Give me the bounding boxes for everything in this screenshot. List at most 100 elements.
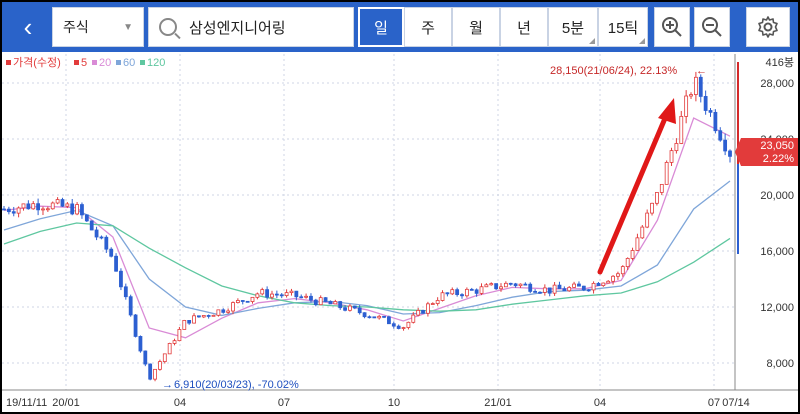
candle-body xyxy=(625,258,630,268)
candle-body xyxy=(630,250,635,259)
market-select[interactable]: 주식 ▼ xyxy=(52,7,144,47)
candle-body xyxy=(274,293,279,296)
legend-swatch-ma20 xyxy=(92,60,97,65)
candle-body xyxy=(211,314,216,317)
candle-body xyxy=(455,289,460,295)
candle-body xyxy=(406,321,411,328)
candle-body xyxy=(377,315,382,319)
x-tick-label: 07/14 xyxy=(722,397,750,409)
candle-body xyxy=(240,300,245,302)
back-button[interactable]: ‹ xyxy=(8,7,48,47)
candle-body xyxy=(50,202,55,210)
stock-name: 삼성엔지니어링 xyxy=(189,19,286,37)
candle-body xyxy=(133,314,138,337)
tab-period-15tick[interactable]: 15틱 xyxy=(598,7,648,47)
plot-area xyxy=(2,54,736,390)
zoom-in-button[interactable] xyxy=(654,7,690,47)
zoom-out-button[interactable] xyxy=(694,7,730,47)
candle-body xyxy=(196,315,201,318)
ma-line-120 xyxy=(3,222,731,312)
candle-body xyxy=(460,294,464,297)
candle-body xyxy=(362,312,367,318)
legend-ma60: 60 xyxy=(123,57,135,69)
tab-period-day[interactable]: 일 xyxy=(358,7,404,47)
candle-body xyxy=(577,283,581,287)
candle-body xyxy=(659,183,664,193)
candle-body xyxy=(119,270,123,288)
candle-body xyxy=(26,203,31,210)
settings-button[interactable] xyxy=(746,7,790,47)
tab-period-month[interactable]: 월 xyxy=(452,7,500,47)
candle-body xyxy=(328,301,333,305)
candle-body xyxy=(674,143,679,152)
candle-body xyxy=(445,292,450,295)
candle-body xyxy=(650,202,654,214)
candle-body xyxy=(41,208,45,211)
candle-body xyxy=(645,212,650,228)
candle-body xyxy=(2,208,6,211)
candle-body xyxy=(167,343,172,355)
candle-body xyxy=(21,203,26,209)
tab-period-5min[interactable]: 5분 xyxy=(548,7,598,47)
candle-body xyxy=(430,303,435,305)
candle-body xyxy=(367,316,372,319)
gear-icon xyxy=(758,16,778,38)
tab-period-15tick-label: 15틱 xyxy=(607,19,639,37)
candle-body xyxy=(250,296,255,302)
chevron-down-icon: ▼ xyxy=(123,21,133,33)
x-tick-label: 07 xyxy=(708,397,720,409)
high-marker-arrow: ← xyxy=(696,65,707,77)
candle-body xyxy=(489,283,494,286)
chevron-left-icon: ‹ xyxy=(23,11,33,42)
x-tick-label: 20/01 xyxy=(52,397,80,409)
candle-body xyxy=(421,310,425,314)
trend-arrow xyxy=(597,98,676,275)
candle-body xyxy=(148,363,153,380)
x-tick-label: 19/11/11 xyxy=(6,397,47,409)
tab-period-week[interactable]: 주 xyxy=(404,7,452,47)
candle-body xyxy=(523,283,528,286)
candle-body xyxy=(591,282,596,291)
legend-ma5: 5 xyxy=(81,57,87,69)
candle-body xyxy=(372,316,377,319)
current-price-tag: 23,050 2.22% xyxy=(735,138,798,166)
candle-body xyxy=(508,282,513,285)
x-tick-label: 10 xyxy=(388,397,400,409)
market-select-label: 주식 xyxy=(63,19,89,35)
stock-search-field[interactable]: 삼성엔지니어링 xyxy=(148,7,354,47)
candle-body xyxy=(109,248,114,257)
candle-body xyxy=(55,199,60,204)
candle-body xyxy=(518,283,523,287)
toolbar: ‹ 주식 ▼ 삼성엔지니어링 일 주 월 년 5분 15틱 xyxy=(2,2,798,52)
dropdown-corner-icon xyxy=(639,38,645,44)
search-icon xyxy=(159,18,177,36)
candle-body xyxy=(391,323,396,327)
candle-body xyxy=(255,293,260,298)
ma-line-60 xyxy=(3,180,731,317)
candle-body xyxy=(352,305,357,309)
chart-grid xyxy=(2,54,735,390)
candle-body xyxy=(728,150,732,157)
candle-body xyxy=(206,315,211,317)
candle-body xyxy=(201,315,206,318)
candle-body xyxy=(357,307,362,314)
chart-legend: 가격(수정) 5 20 60 120 xyxy=(6,56,165,69)
current-price: 23,050 xyxy=(760,140,794,152)
low-marker-arrow: → xyxy=(162,379,173,391)
candle-body xyxy=(318,297,323,306)
candle-body xyxy=(538,291,542,294)
candle-body xyxy=(309,295,313,301)
legend-price: 가격(수정) xyxy=(13,56,61,69)
candle-body xyxy=(226,310,231,313)
y-tick-label: 12,000 xyxy=(760,302,794,314)
candle-body xyxy=(221,309,226,313)
candle-body xyxy=(513,283,518,287)
tab-period-year[interactable]: 년 xyxy=(500,7,548,47)
candle-body xyxy=(323,297,328,302)
candle-body xyxy=(36,203,41,211)
candle-body xyxy=(284,292,289,296)
candle-body xyxy=(450,289,455,295)
